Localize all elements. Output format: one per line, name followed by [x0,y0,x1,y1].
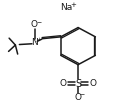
Text: O: O [89,79,96,88]
Text: +: + [69,2,75,8]
Text: Na: Na [60,3,72,12]
Text: +: + [36,37,41,42]
Text: S: S [74,79,80,89]
Text: O: O [59,79,66,88]
Text: O: O [74,93,81,102]
Text: −: − [36,19,41,24]
Text: N: N [31,38,38,47]
Text: O: O [30,20,37,29]
Text: −: − [79,91,84,96]
